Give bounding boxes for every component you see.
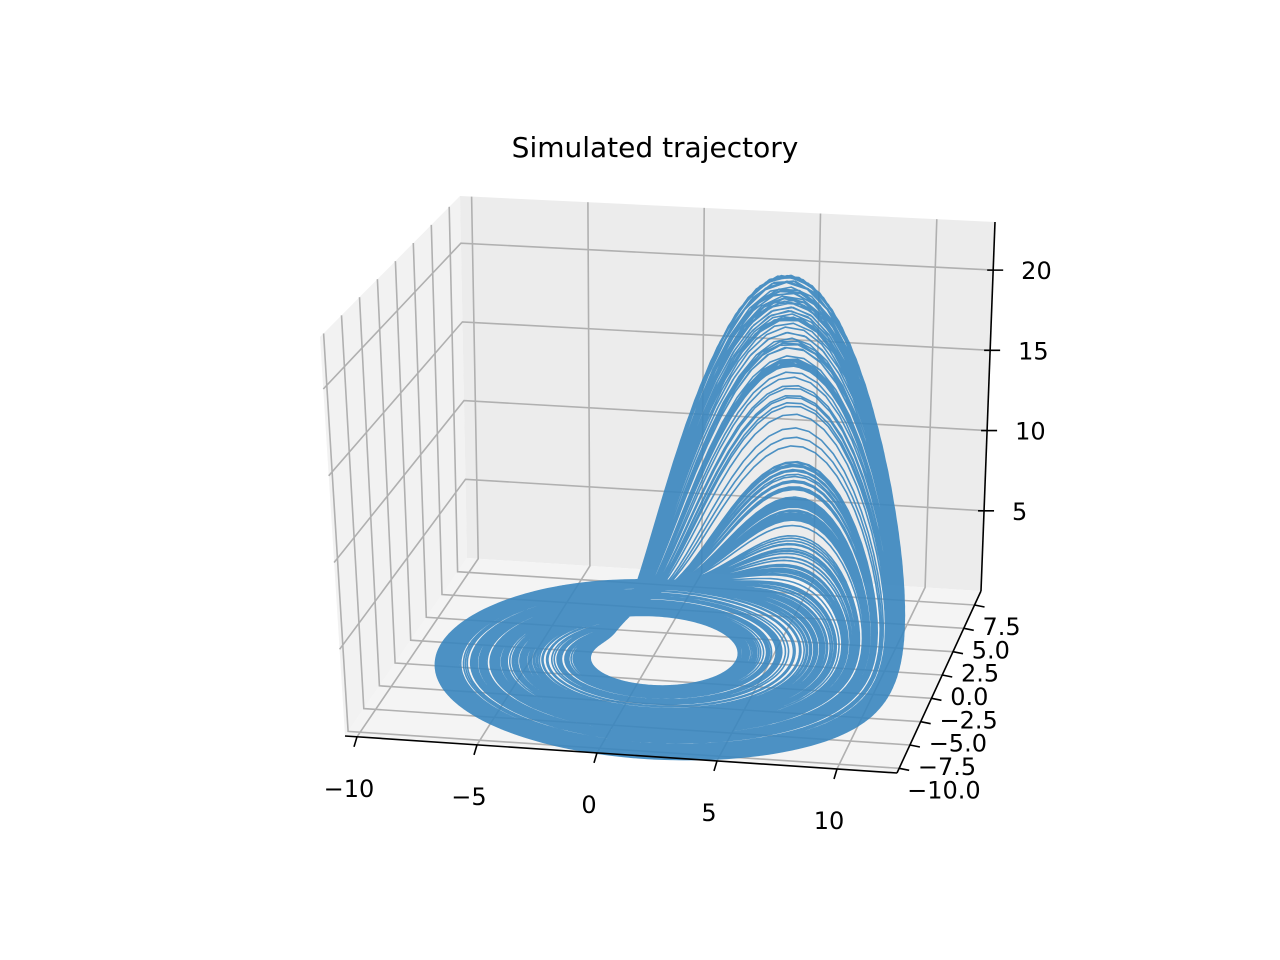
x-tick-label-2: 0 [581,791,596,819]
y-tick-label-5: 2.5 [961,660,999,688]
y-tick-mark-1 [909,744,921,748]
z-axis-line [980,221,996,592]
x-axis-line [344,735,898,774]
x-tick-mark-3 [713,760,718,772]
x-tick-mark-0 [353,736,358,748]
y-tick-mark-3 [931,697,942,702]
y-tick-label-4: 0.0 [950,683,988,711]
y-tick-label-6: 5.0 [972,636,1010,664]
x-tick-label-1: −5 [451,783,486,811]
z-tick-label-2: 15 [1018,337,1049,365]
grid-line-y-6 [430,224,964,630]
y-tick-label-1: −7.5 [918,753,976,781]
x-tick-label-3: 5 [701,799,716,827]
grid-line-z-2 [328,321,991,477]
y-tick-label-3: −2.5 [939,706,997,734]
series-trajectory-line [434,274,906,761]
x-tick-mark-1 [473,744,478,756]
grid-line-z-3 [322,242,994,390]
chart-title: Simulated trajectory [512,131,799,164]
z-tick-label-1: 10 [1015,418,1046,446]
series-layer [434,274,906,761]
x-tick-label-4: 10 [814,807,845,835]
z-tick-label-0: 5 [1012,498,1027,526]
y-tick-mark-2 [920,720,931,725]
y-tick-mark-7 [974,604,985,608]
y-tick-mark-5 [952,650,964,655]
x-tick-mark-2 [593,752,598,764]
grid-line-z-0 [338,478,985,650]
axis-ticks: −10 −5 0 5 10 −10.0−7.5−5.0−2.50.02.55.07.5 5 1… [324,257,1052,835]
y-tick-label-0: −10.0 [907,776,981,804]
y-axis-line [896,590,982,774]
grid-line-y-3 [376,279,932,700]
y-tick-mark-0 [898,767,910,772]
grid-line-x-0 [356,196,480,738]
x-tick-label-0: −10 [324,775,375,803]
y-tick-mark-6 [963,627,974,632]
y-tick-mark-4 [942,674,953,678]
y-tick-label-2: −5.0 [929,730,987,758]
axis-lines [344,221,996,774]
x-tick-mark-4 [833,768,838,780]
y-tick-label-7: 7.5 [983,613,1021,641]
pane-left [320,196,467,736]
z-tick-label-3: 20 [1021,257,1052,285]
